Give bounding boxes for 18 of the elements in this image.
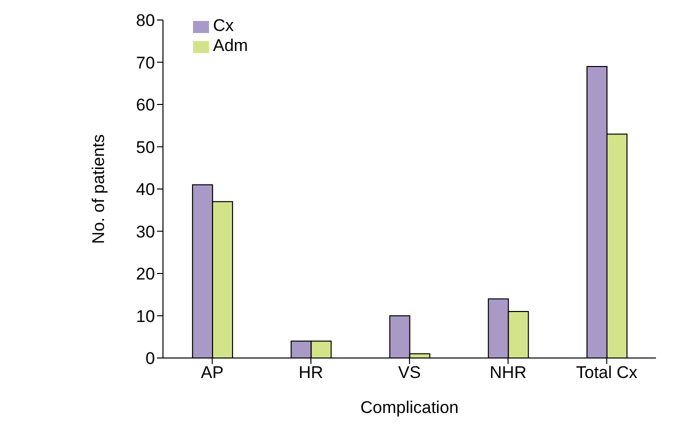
x-tick-label: VS — [398, 363, 421, 382]
x-tick-label: HR — [298, 363, 324, 382]
x-tick-label: AP — [200, 363, 224, 382]
y-tick-label: 70 — [136, 53, 155, 72]
y-tick-label: 20 — [136, 264, 155, 284]
y-tick-label: 30 — [136, 222, 155, 242]
legend-label: Cx — [213, 16, 234, 35]
y-tick-label: 40 — [136, 180, 155, 200]
x-tick-label: Total Cx — [576, 363, 638, 382]
legend-label: Adm — [213, 36, 248, 55]
y-tick-label: 80 — [136, 11, 155, 30]
y-tick-label: 60 — [136, 96, 155, 115]
y-axis-title: No. of patients — [89, 134, 108, 244]
y-tick-label: 50 — [136, 138, 155, 157]
x-tick-label: NHR — [490, 363, 527, 382]
y-tick-label: 10 — [136, 306, 155, 326]
x-axis-title: Complication — [360, 398, 459, 417]
y-tick-label: 0 — [146, 349, 155, 368]
